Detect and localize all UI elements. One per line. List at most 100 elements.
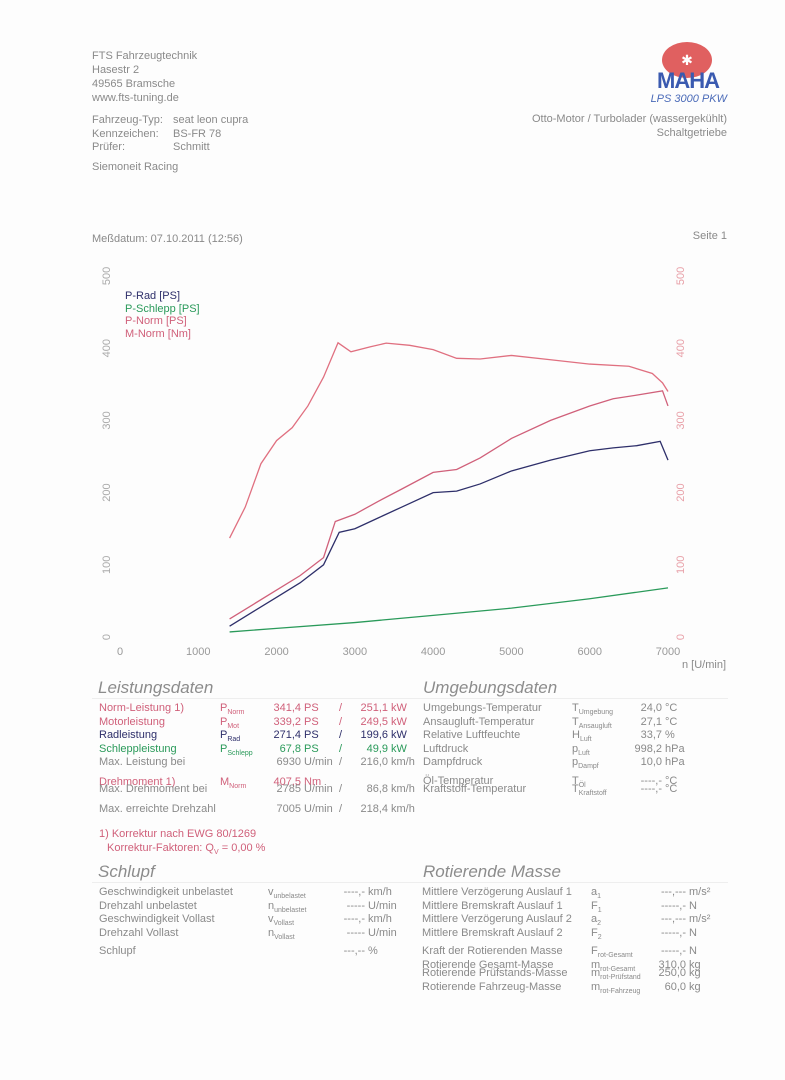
value: -----,-: [660, 899, 686, 912]
symbol: [268, 945, 328, 954]
y-tick-label-left: 300: [101, 411, 113, 429]
symbol-subscript: Vollast: [274, 933, 295, 941]
unit: U/min: [304, 756, 333, 768]
separator: /: [339, 783, 343, 795]
unit: kW: [391, 715, 407, 728]
separator: /: [339, 702, 343, 714]
row-label: Motorleistung: [99, 715, 166, 728]
value: -----: [346, 899, 365, 912]
symbol: nunbelastet: [268, 899, 307, 914]
unit: Nm: [304, 775, 322, 788]
value: 7005: [276, 802, 301, 815]
symbol-subscript: Rad: [227, 736, 241, 743]
value: BS-FR 78: [173, 127, 222, 140]
series-line-p-norm-ps-: [229, 390, 669, 620]
value: 271,4: [273, 729, 301, 741]
symbol-subscript: Mot: [227, 722, 240, 730]
legend-m-norm: M-Norm [Nm]: [125, 327, 191, 340]
row-label: Mittlere Verzögerung Auslauf 2: [422, 913, 572, 925]
y-tick-label-right: 100: [675, 556, 687, 574]
row-label: Norm-Leistung 1): [99, 702, 184, 714]
y-tick-label-right: 300: [675, 411, 687, 429]
value: 86,8: [366, 783, 388, 795]
symbol: F1: [591, 899, 602, 914]
symbol: nVollast: [268, 926, 295, 941]
y-tick-label-right: 200: [675, 483, 687, 501]
unit: km/h: [391, 802, 415, 815]
series-line-p-schlepp-ps-: [229, 587, 669, 633]
legend-p-norm: P-Norm [PS]: [125, 315, 187, 327]
value: 998,2: [634, 742, 662, 755]
value: 10,0: [640, 756, 662, 768]
y-tick-label-left: 500: [101, 267, 113, 285]
unit: PS: [304, 729, 319, 741]
symbol-subscript: rot-Prüfstand: [600, 974, 641, 981]
section-title-schlupf: Schlupf: [98, 862, 155, 881]
y-tick-label-left: 0: [101, 634, 113, 640]
symbol: mrot-Gesamt: [591, 958, 636, 973]
row-label: Dampfdruck: [423, 756, 483, 768]
footnote-factors: Korrektur-Faktoren: QV = 0,00 %: [107, 842, 265, 856]
unit: kW: [391, 729, 407, 741]
value: 250,0: [658, 967, 686, 979]
row-label: Öl-Temperatur: [423, 774, 494, 787]
symbol-subscript: Öl: [578, 781, 586, 789]
section-title-leistungsdaten: Leistungsdaten: [98, 678, 214, 697]
unit: °C: [665, 702, 678, 714]
x-tick-label: 1000: [186, 646, 210, 658]
symbol-subscript: unbelastet: [274, 906, 307, 914]
company-name: FTS Fahrzeugtechnik: [92, 50, 198, 62]
section-title-rotierende-masse: Rotierende Masse: [423, 862, 561, 881]
symbol: PRad: [220, 729, 241, 743]
x-tick-label: 2000: [264, 646, 288, 658]
symbol-subscript: 1: [597, 893, 602, 900]
symbol-subscript: 1: [597, 906, 602, 914]
value: 407,5: [273, 775, 301, 788]
row-label: Kraftstoff-Temperatur: [423, 783, 527, 795]
symbol-subscript: Dampf: [578, 763, 599, 770]
symbol: pLuft: [572, 742, 590, 757]
dyno-model: LPS 3000 PKW: [650, 93, 727, 105]
unit: U/min: [368, 899, 397, 912]
symbol: mrot-Fahrzeug: [591, 980, 641, 995]
unit: km/h: [391, 783, 415, 795]
row-label: Drehmoment 1): [99, 775, 176, 788]
value: 2785: [276, 783, 301, 795]
row-label: Rotierende Fahrzeug-Masse: [422, 980, 562, 993]
value: -----,-: [660, 926, 686, 939]
y-tick-label-left: 400: [101, 339, 113, 357]
maha-logo: ✱ MAHA: [656, 42, 720, 93]
value: 251,1: [360, 702, 388, 714]
row-label: Luftdruck: [423, 742, 469, 755]
unit: °C: [665, 715, 678, 728]
gearbox-type: Schaltgetriebe: [656, 127, 727, 139]
symbol: vVollast: [268, 913, 295, 927]
series-line-m-norm-nm-: [229, 341, 669, 539]
symbol-subscript: Ansaugluft: [578, 722, 612, 730]
y-tick-label-left: 100: [101, 556, 113, 574]
symbol: vunbelastet: [268, 886, 306, 900]
y-tick-label-left: 200: [101, 483, 113, 501]
symbol: a1: [591, 886, 602, 900]
label: Kennzeichen:: [92, 127, 159, 140]
symbol: [220, 756, 264, 770]
unit: kg: [689, 958, 701, 971]
slip-table: Geschwindigkeit unbelastet vunbelastet ---…: [99, 886, 402, 957]
row-label: Ansaugluft-Temperatur: [423, 715, 535, 728]
row-label: Schlupf: [99, 945, 136, 957]
symbol: mrot-Prüfstand: [591, 967, 641, 981]
symbol-subscript: unbelastet: [273, 893, 306, 900]
unit: %: [665, 729, 675, 741]
unit: °C: [665, 783, 678, 795]
value: 6930: [276, 756, 301, 768]
separator: /: [339, 756, 343, 768]
unit: °C: [665, 774, 678, 787]
row-label: Drehzahl Vollast: [99, 926, 179, 939]
performance-table: Norm-Leistung 1) PNorm 341,4 PS/251,1 kW Moto…: [99, 702, 419, 815]
value: 60,0: [664, 980, 686, 993]
correction-factor-subscript: V: [213, 849, 219, 856]
symbol-subscript: rot-Fahrzeug: [600, 987, 641, 995]
value: 249,5: [360, 715, 388, 728]
symbol: TUmgebung: [572, 702, 613, 716]
row-label: Mittlere Bremskraft Auslauf 1: [422, 899, 563, 912]
